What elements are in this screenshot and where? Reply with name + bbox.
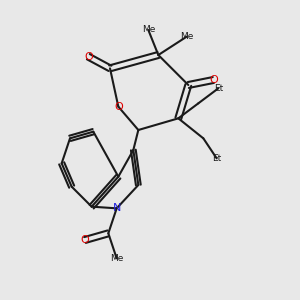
Text: O: O (84, 52, 93, 62)
Text: Et: Et (212, 154, 221, 163)
Text: Me: Me (110, 254, 123, 263)
Text: O: O (81, 235, 89, 245)
Text: Me: Me (180, 32, 194, 41)
Text: O: O (209, 75, 218, 85)
Text: N: N (112, 203, 121, 213)
Text: Et: Et (214, 84, 223, 93)
Text: O: O (114, 102, 123, 112)
Text: Me: Me (142, 26, 155, 34)
